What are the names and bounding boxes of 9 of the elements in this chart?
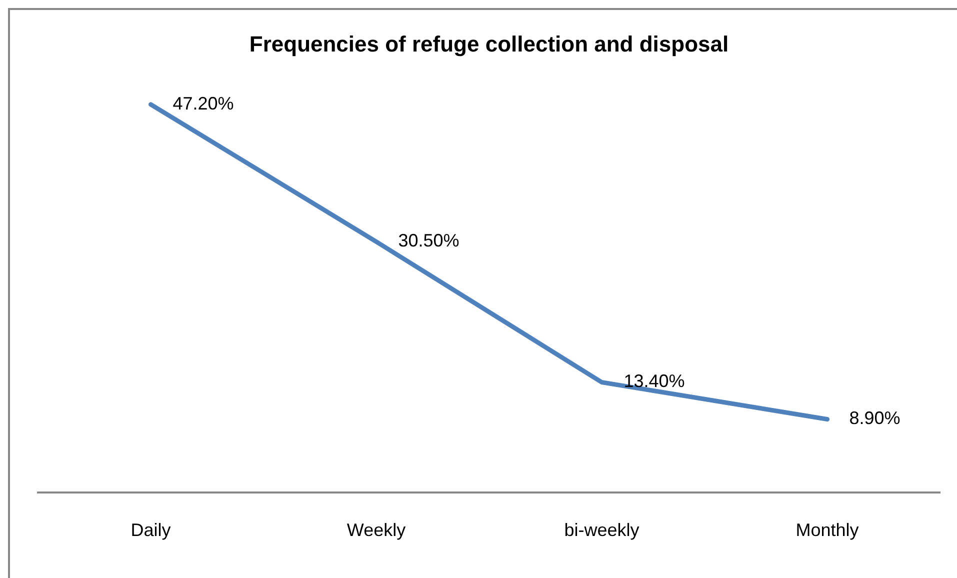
data-label: 30.50% [398, 230, 460, 251]
data-label: 47.20% [172, 93, 234, 114]
x-tick-label: Daily [130, 520, 171, 540]
x-tick-label: Monthly [796, 520, 859, 540]
x-tick-label: bi-weekly [564, 520, 640, 540]
data-label: 8.90% [849, 408, 900, 428]
x-tick-label: Weekly [346, 520, 406, 540]
data-label: 13.40% [624, 371, 685, 392]
chart-title: Frequencies of refuge collection and disposal [249, 31, 729, 56]
